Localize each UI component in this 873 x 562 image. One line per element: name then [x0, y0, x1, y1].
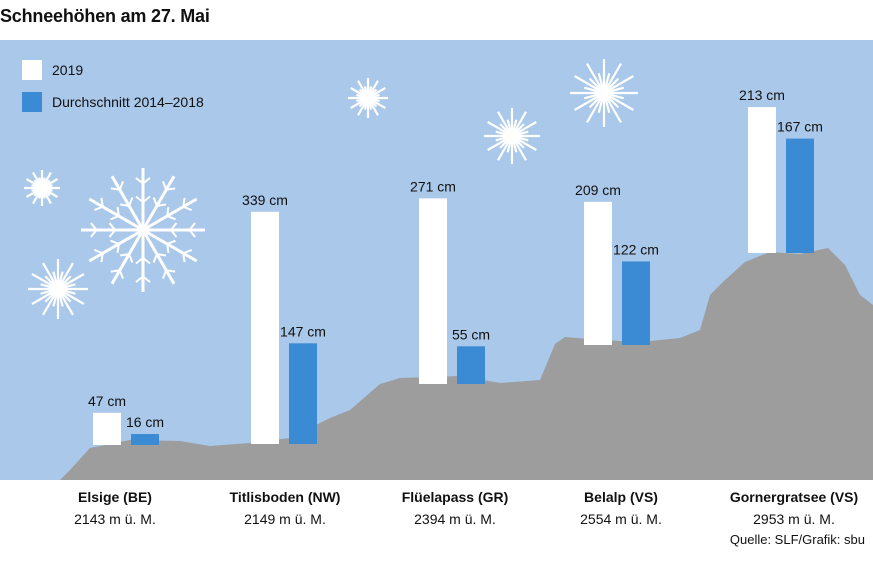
- legend-item-2019: 2019: [22, 60, 83, 80]
- station-name: Flüelapass (GR): [401, 489, 509, 505]
- station-elsige: Elsige (BE) 2143 m ü. M.: [25, 486, 205, 530]
- bar-average-3: [622, 261, 650, 345]
- bar-average-0: [131, 434, 159, 445]
- chart-area: 47 cm 339 cm 271 cm 209 cm 213 cm 16 cm 147 cm…: [0, 40, 873, 480]
- bar-2019-2: [419, 198, 447, 384]
- bar-2019-3: [584, 201, 612, 345]
- station-elevation: 2953 m ü. M.: [753, 511, 835, 527]
- bar-average-1: [289, 343, 317, 444]
- label-average-0: 16 cm: [126, 414, 164, 430]
- legend-item-average: Durchschnitt 2014–2018: [22, 92, 204, 112]
- bar-average-2: [457, 346, 485, 384]
- label-average-1: 147 cm: [280, 323, 326, 339]
- source-note: Quelle: SLF/Grafik: sbu: [729, 532, 865, 547]
- station-fluelapass: Flüelapass (GR) 2394 m ü. M.: [365, 486, 545, 530]
- label-average-4: 167 cm: [777, 119, 823, 135]
- label-average-2: 55 cm: [452, 326, 490, 342]
- station-gornergratsee: Gornergratsee (VS) 2953 m ü. M.: [704, 486, 873, 530]
- station-name: Elsige (BE): [78, 489, 152, 505]
- bar-2019-4: [748, 107, 776, 253]
- station-elevation: 2143 m ü. M.: [74, 511, 156, 527]
- station-name: Titlisboden (NW): [229, 489, 341, 505]
- snowflake-icon: [28, 259, 88, 319]
- legend-swatch-average: [22, 92, 42, 112]
- bar-2019-0: [93, 412, 121, 445]
- station-elevation: 2394 m ü. M.: [414, 511, 496, 527]
- station-name: Gornergratsee (VS): [729, 489, 859, 505]
- snowflake-icon: [81, 168, 205, 292]
- chart-title: Schneehöhen am 27. Mai: [0, 6, 210, 26]
- legend-swatch-2019: [22, 60, 42, 80]
- label-2019-0: 47 cm: [88, 393, 126, 409]
- legend-label-2019: 2019: [52, 62, 84, 78]
- snowflake-icon: [570, 59, 638, 127]
- legend-label-average: Durchschnitt 2014–2018: [52, 94, 204, 110]
- label-average-3: 122 cm: [613, 241, 659, 257]
- station-elevation: 2554 m ü. M.: [580, 511, 662, 527]
- snowflake-icon: [348, 78, 388, 118]
- bar-average-4: [786, 138, 814, 253]
- station-elevation: 2149 m ü. M.: [244, 511, 326, 527]
- station-belalp: Belalp (VS) 2554 m ü. M.: [531, 486, 711, 530]
- label-2019-1: 339 cm: [242, 192, 288, 208]
- label-2019-2: 271 cm: [410, 178, 456, 194]
- label-2019-3: 209 cm: [575, 182, 621, 198]
- label-2019-4: 213 cm: [739, 87, 785, 103]
- snowflake-icon: [24, 170, 60, 206]
- chart-svg: 47 cm 339 cm 271 cm 209 cm 213 cm 16 cm 147 cm…: [0, 59, 873, 480]
- station-name: Belalp (VS): [584, 489, 658, 505]
- bar-2019-1: [251, 211, 279, 444]
- snowflake-icon: [484, 108, 540, 164]
- station-titlisboden: Titlisboden (NW) 2149 m ü. M.: [195, 486, 375, 530]
- mountain-silhouette: [0, 248, 873, 480]
